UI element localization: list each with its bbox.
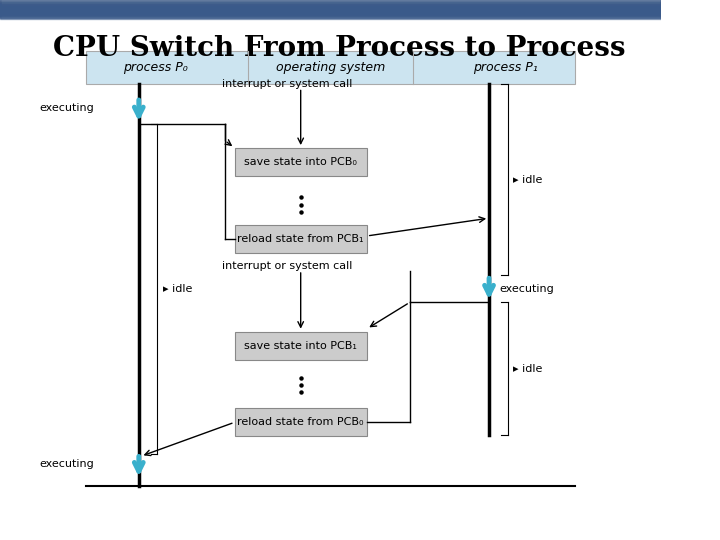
Bar (0, 8, 661, 16)
Text: operating system: operating system (276, 61, 385, 74)
Bar (0, 2, 661, 10)
Bar (0, 10, 661, 18)
Bar (235, 225, 366, 253)
Bar (0, 5, 661, 12)
Bar (86, 51, 575, 84)
Bar (235, 148, 366, 176)
Bar (0, 9, 661, 16)
Text: save state into PCB₁: save state into PCB₁ (244, 341, 357, 350)
Text: executing: executing (40, 103, 94, 113)
Bar (0, 0, 661, 2)
Bar (0, 0, 661, 5)
Bar (0, 4, 661, 12)
Text: executing: executing (40, 460, 94, 469)
Bar (0, 0, 661, 5)
Bar (235, 332, 366, 360)
Bar (0, 0, 661, 2)
Bar (0, 0, 661, 6)
Text: process P₁: process P₁ (473, 61, 538, 74)
Bar (0, 5, 661, 13)
Text: CPU Switch From Process to Process: CPU Switch From Process to Process (53, 35, 626, 62)
Bar (0, 0, 661, 7)
Bar (0, 0, 661, 3)
Bar (0, 0, 661, 3)
Bar (235, 408, 366, 436)
Bar (0, 0, 661, 4)
Text: ▸ idle: ▸ idle (513, 174, 542, 185)
Text: process P₀: process P₀ (123, 61, 188, 74)
Bar (0, 0, 661, 6)
Text: ▸ idle: ▸ idle (513, 363, 542, 374)
Bar (0, 8, 661, 15)
Text: reload state from PCB₀: reload state from PCB₀ (238, 417, 364, 427)
Text: reload state from PCB₁: reload state from PCB₁ (238, 234, 364, 244)
Bar (0, 1, 661, 8)
Bar (0, 11, 661, 18)
Text: executing: executing (499, 284, 554, 294)
Text: save state into PCB₀: save state into PCB₀ (244, 157, 357, 167)
Text: interrupt or system call: interrupt or system call (222, 261, 353, 271)
Bar (0, 9, 661, 17)
Text: interrupt or system call: interrupt or system call (222, 78, 353, 89)
Bar (0, 11, 661, 19)
Text: ▸ idle: ▸ idle (163, 284, 192, 294)
Bar (0, 3, 661, 10)
Bar (0, 0, 661, 1)
Bar (0, 1, 661, 9)
Bar (0, 6, 661, 14)
Bar (0, 4, 661, 11)
Bar (0, 7, 661, 15)
Bar (0, 2, 661, 9)
